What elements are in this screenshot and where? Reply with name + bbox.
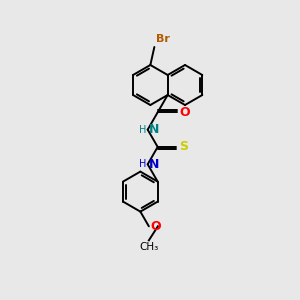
Text: O: O [151,220,161,233]
Text: S: S [179,140,188,154]
Text: O: O [180,106,190,119]
Text: Br: Br [156,34,170,44]
Text: H: H [139,124,147,135]
Text: N: N [148,158,159,171]
Text: H: H [139,159,147,169]
Text: CH₃: CH₃ [139,242,158,252]
Text: N: N [148,123,159,136]
